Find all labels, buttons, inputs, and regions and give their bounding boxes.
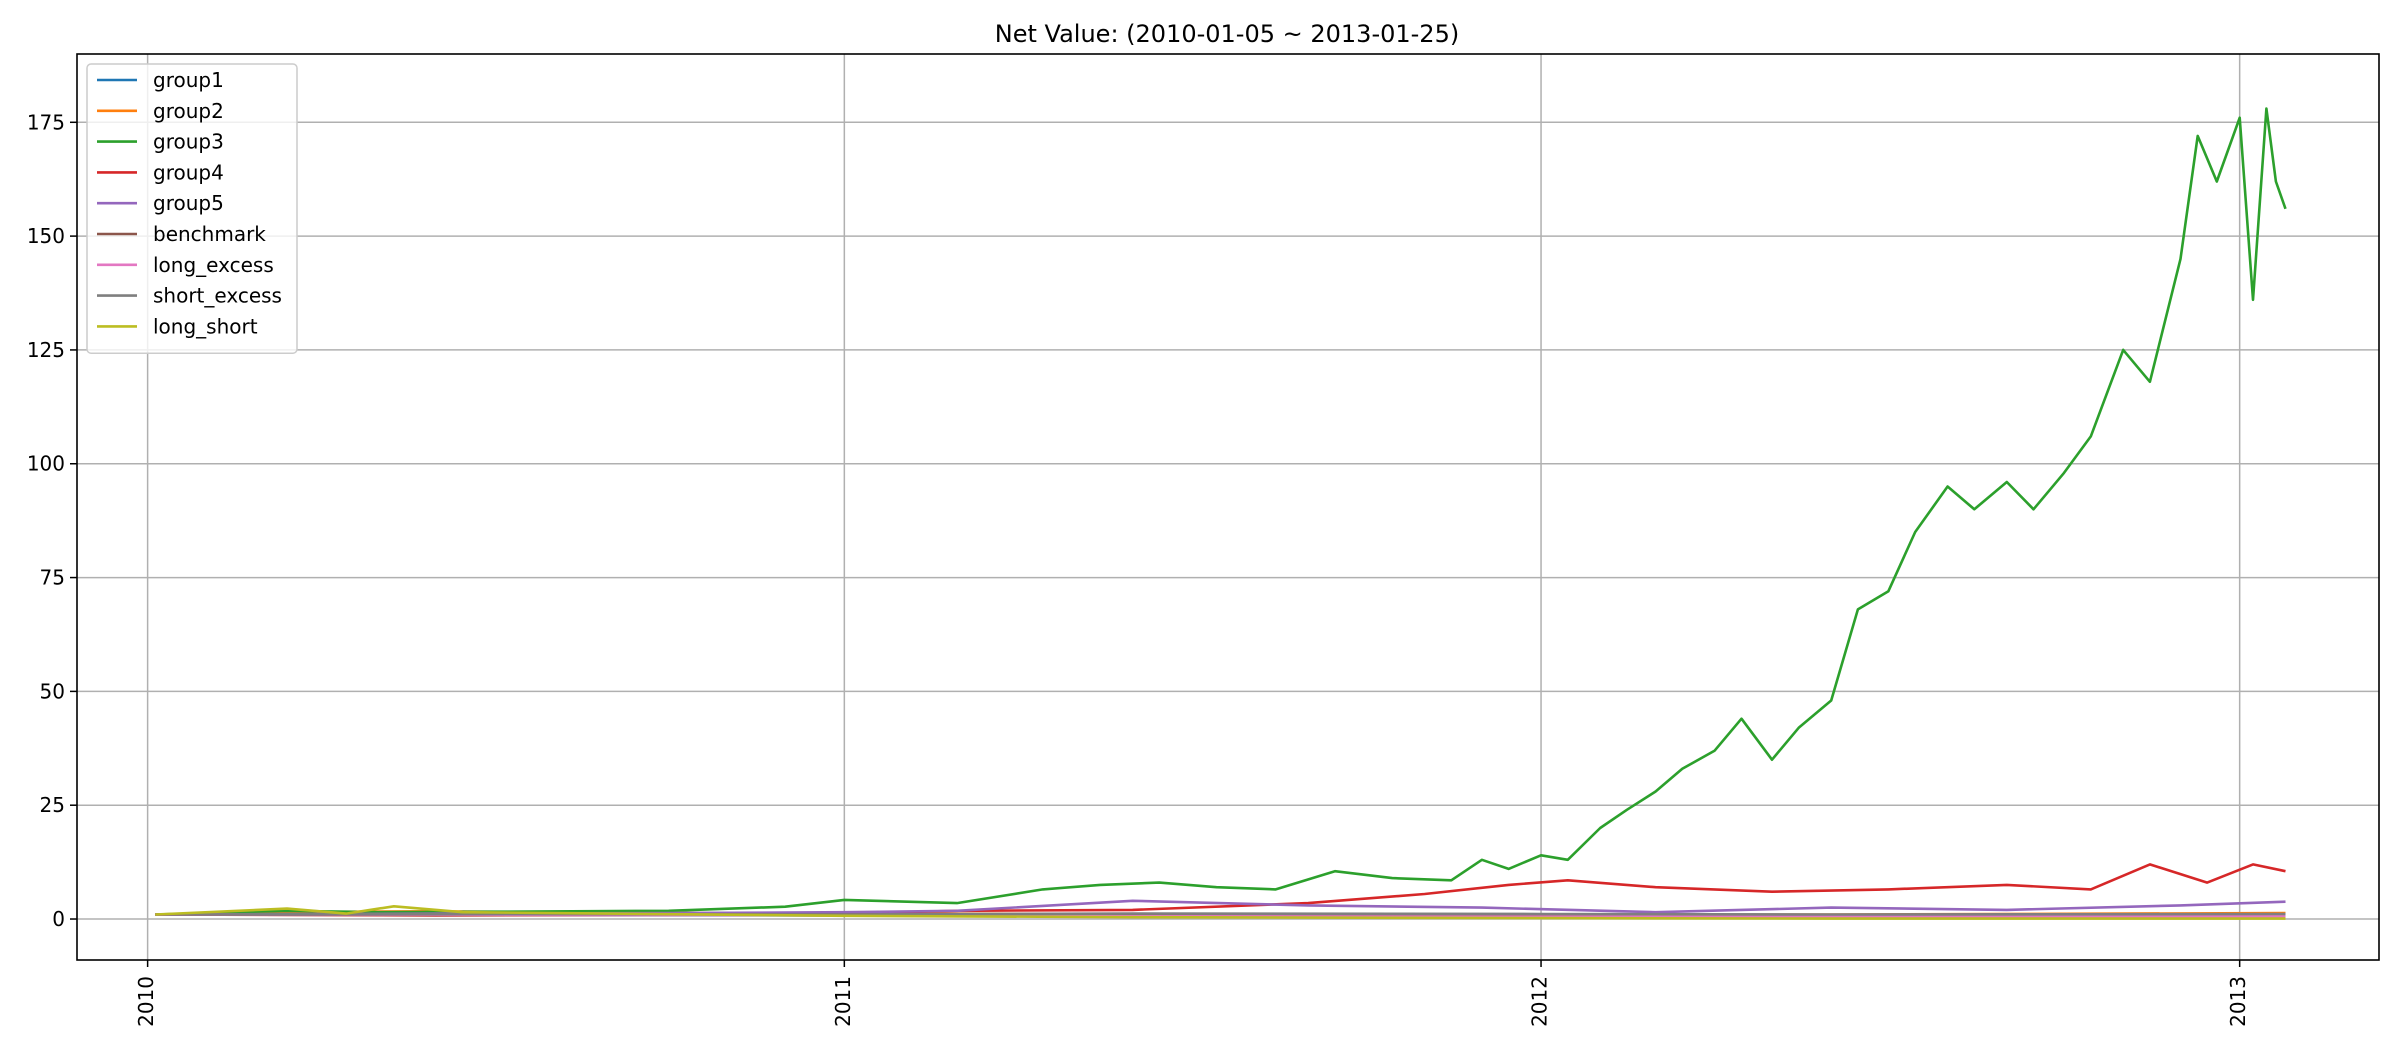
- series-line-long_short: [155, 904, 2286, 920]
- y-axis: 0 25 50 75 100 125 150 175: [27, 110, 77, 931]
- legend-label-short_excess: short_excess: [153, 284, 282, 308]
- plot-frame: [76, 53, 2380, 961]
- legend-label-benchmark: benchmark: [153, 222, 266, 246]
- legend-box: [86, 63, 298, 354]
- y-tick-label: 175: [27, 110, 65, 134]
- y-tick-label: 25: [40, 793, 65, 817]
- y-tick-label: 100: [27, 452, 65, 476]
- legend-label-group4: group4: [153, 160, 224, 184]
- legend-label-group5: group5: [153, 191, 224, 215]
- y-tick-label: 0: [52, 907, 65, 931]
- x-tick-label: 2013: [2226, 976, 2250, 1027]
- chart-title: Net Value: (2010-01-05 ~ 2013-01-25): [995, 20, 1459, 48]
- plot-lines: [155, 107, 2287, 920]
- y-tick-label: 75: [40, 566, 65, 590]
- legend-label-group1: group1: [153, 68, 224, 92]
- x-tick-label: 2010: [134, 976, 158, 1027]
- y-tick-label: 150: [27, 224, 65, 248]
- legend-label-long_excess: long_excess: [153, 253, 274, 277]
- series-line-short_excess: [155, 912, 2286, 916]
- x-axis: 2010 2011 2012 2013: [134, 960, 2250, 1027]
- series-line-group3: [155, 107, 2287, 916]
- legend: group1 group2 group3 group4 group5 benchmark l…: [86, 63, 298, 354]
- x-tick-label: 2012: [1528, 976, 1552, 1027]
- legend-label-group3: group3: [153, 130, 224, 154]
- y-tick-label: 50: [40, 679, 65, 703]
- y-tick-label: 125: [27, 338, 65, 362]
- x-tick-label: 2011: [831, 976, 855, 1027]
- legend-label-group2: group2: [153, 99, 224, 123]
- legend-label-long_short: long_short: [153, 314, 258, 338]
- grid-lines: [77, 54, 2379, 960]
